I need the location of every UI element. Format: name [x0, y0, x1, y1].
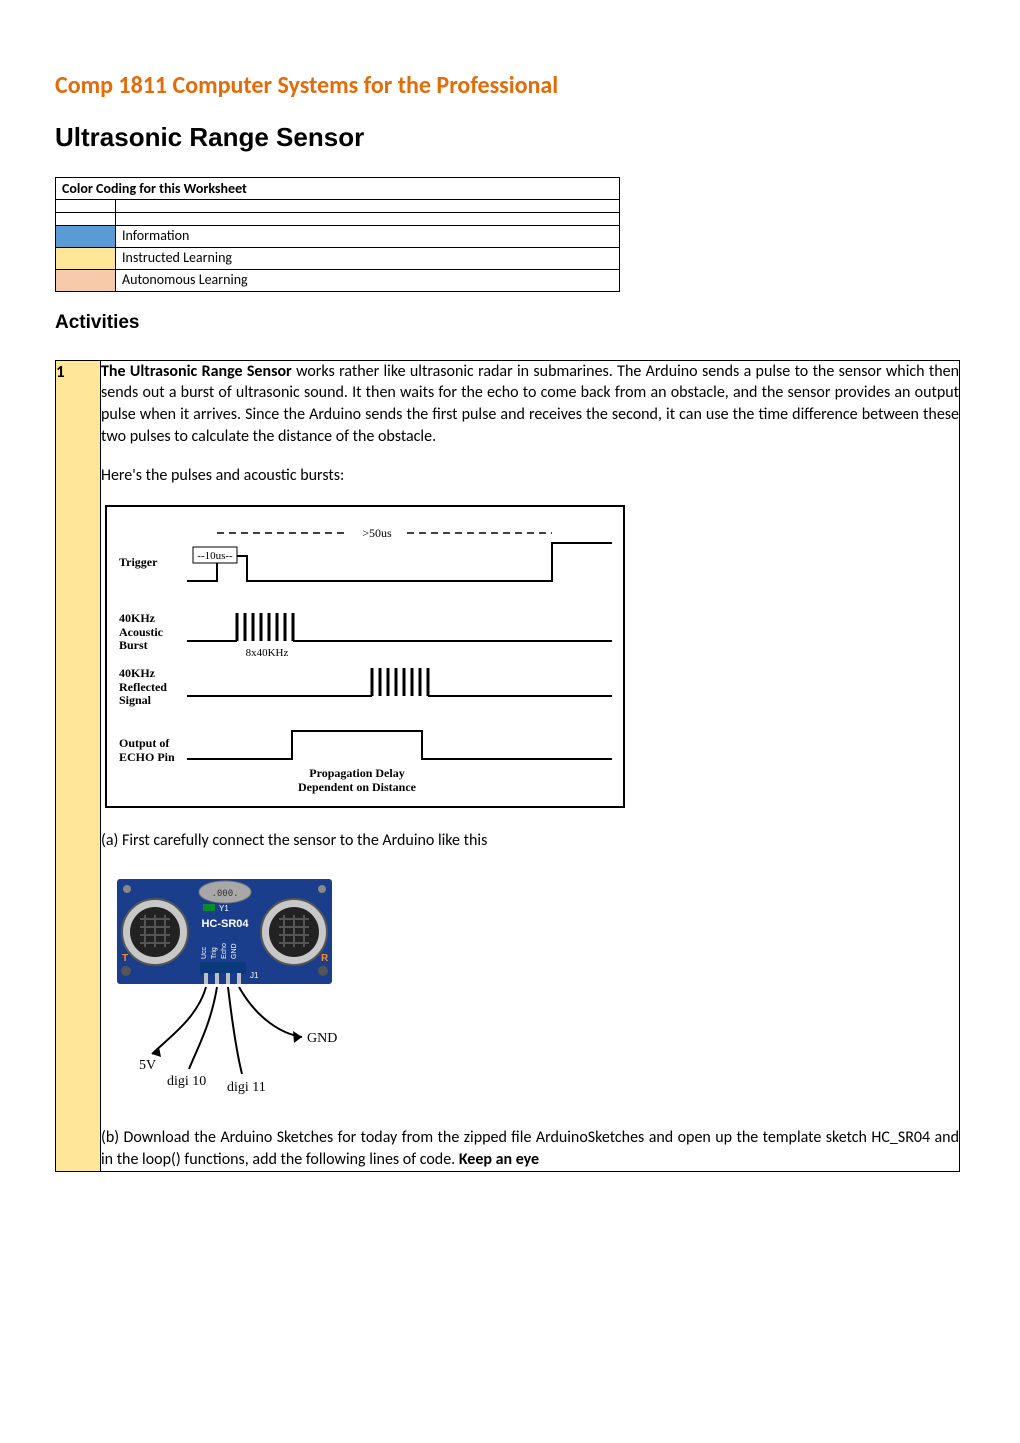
step-b: (b) Download the Arduino Sketches for to… — [101, 1127, 959, 1170]
pulses-line: Here's the pulses and acoustic bursts: — [101, 465, 959, 487]
svg-text:Echo: Echo — [221, 943, 228, 959]
timing-label-echo: Output ofECHO Pin — [119, 737, 175, 765]
color-coding-title: Color Coding for this Worksheet — [56, 178, 620, 200]
svg-text:GND: GND — [231, 944, 238, 960]
svg-text:Trig: Trig — [211, 947, 218, 959]
sensor-figure: .000. Y1 HC-SR04 Ucc Trig Echo GND — [107, 869, 367, 1099]
blank-cell — [56, 213, 116, 226]
timing-diagram: Trigger 40KHzAcousticBurst 40KHzReflecte… — [105, 505, 625, 808]
label-autonomous: Autonomous Learning — [116, 270, 620, 292]
svg-text:digi 10: digi 10 — [167, 1074, 206, 1089]
step-b-bold: Keep an eye — [459, 1150, 539, 1169]
intro-bold: The Ultrasonic Range Sensor — [101, 362, 292, 381]
svg-text:HC-SR04: HC-SR04 — [201, 918, 249, 930]
blank-cell — [56, 200, 116, 213]
page-subtitle: Ultrasonic Range Sensor — [55, 120, 965, 155]
intro-paragraph: The Ultrasonic Range Sensor works rather… — [101, 361, 959, 447]
label-instructed: Instructed Learning — [116, 248, 620, 270]
swatch-instructed — [56, 248, 116, 270]
svg-text:Y1: Y1 — [219, 904, 229, 913]
timing-burst-count: 8x40KHz — [246, 647, 289, 659]
timing-svg: >50us --10us-- — [117, 521, 617, 796]
svg-text:digi 11: digi 11 — [227, 1080, 266, 1095]
swatch-autonomous — [56, 270, 116, 292]
step-a: (a) First carefully connect the sensor t… — [101, 830, 959, 852]
timing-bottom-label-2: Dependent on Distance — [298, 780, 417, 794]
timing-label-trigger: Trigger — [119, 556, 157, 570]
activities-heading: Activities — [55, 310, 965, 336]
activity-number-cell: 1 — [56, 360, 101, 1171]
activity-content-cell: The Ultrasonic Range Sensor works rather… — [101, 360, 960, 1171]
svg-text:Ucc: Ucc — [201, 947, 208, 960]
svg-text:GND: GND — [307, 1031, 337, 1046]
timing-trigger-width: --10us-- — [197, 550, 233, 562]
blank-cell — [116, 200, 620, 213]
page-title: Comp 1811 Computer Systems for the Profe… — [55, 70, 965, 102]
svg-text:R: R — [321, 953, 329, 964]
svg-text:J1: J1 — [250, 971, 259, 980]
timing-label-reflected: 40KHzReflectedSignal — [119, 667, 167, 708]
timing-bottom-label-1: Propagation Delay — [309, 766, 404, 780]
activity-table: 1 The Ultrasonic Range Sensor works rath… — [55, 360, 960, 1172]
timing-top-span: >50us — [362, 526, 392, 540]
timing-label-burst: 40KHzAcousticBurst — [119, 612, 163, 653]
swatch-information — [56, 226, 116, 248]
blank-cell — [116, 213, 620, 226]
svg-text:.000.: .000. — [211, 889, 238, 899]
svg-text:T: T — [122, 953, 128, 964]
color-coding-table: Color Coding for this Worksheet Informat… — [55, 177, 620, 292]
label-information: Information — [116, 226, 620, 248]
svg-text:5V: 5V — [139, 1058, 156, 1073]
